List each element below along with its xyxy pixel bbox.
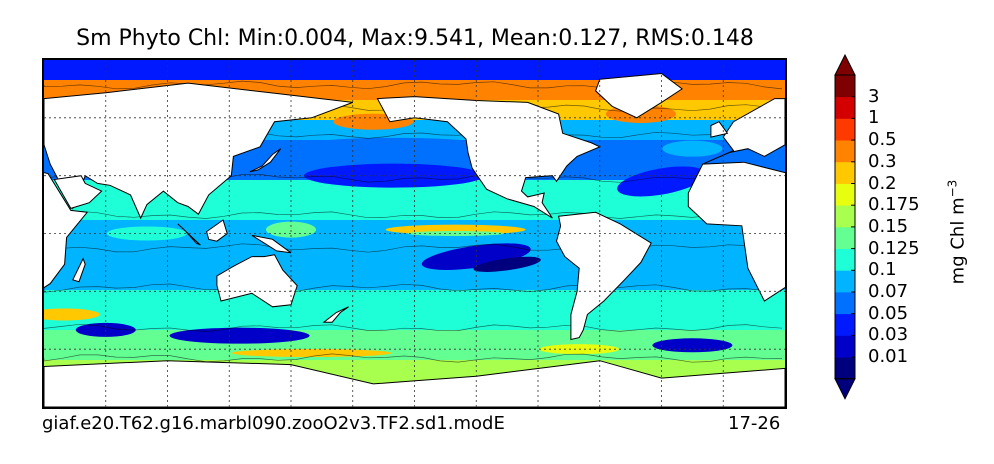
colorbar-under-arrow	[834, 378, 856, 400]
chlorophyll-patch	[106, 226, 187, 241]
australia-landmass	[216, 254, 298, 308]
contour-line	[44, 210, 783, 219]
greenland-landmass	[595, 72, 683, 119]
chart-title: Sm Phyto Chl: Min:0.004, Max:9.541, Mean…	[76, 26, 754, 51]
new-zealand-landmass	[322, 306, 349, 323]
colorbar-swatch	[835, 183, 855, 206]
colorbar-swatch	[835, 292, 855, 315]
colorbar-swatch	[835, 248, 855, 271]
madagascar-landmass	[72, 257, 86, 283]
chlorophyll-patch	[662, 140, 723, 157]
colorbar-swatch	[835, 118, 855, 141]
arabia-landmass	[53, 175, 103, 209]
sumatra-landmass	[177, 223, 201, 246]
colorbar-swatch	[835, 96, 855, 119]
borneo-landmass	[206, 219, 228, 242]
colorbar-tick-label: 0.05	[868, 302, 909, 324]
colorbar-units-label: mg Chl m−3	[945, 179, 969, 285]
chlorophyll-patch	[75, 322, 136, 337]
colorbar-tick-label: 1	[868, 107, 880, 129]
japan-landmass	[249, 148, 282, 173]
contour-line	[44, 283, 783, 293]
colorbar-tick-label: 0.03	[868, 324, 909, 346]
colorbar-swatch	[835, 205, 855, 228]
colorbar-swatch	[835, 357, 855, 380]
chlorophyll-patch	[266, 221, 316, 238]
chlorophyll-patch	[303, 137, 484, 152]
colorbar-tick-label: 0.5	[868, 129, 897, 151]
contour-line	[44, 353, 783, 363]
colorbar-tick-label: 3	[868, 85, 880, 107]
colorbar-swatch	[835, 270, 855, 293]
colorbar-swatch	[835, 75, 855, 98]
colorbar-tick-label: 0.3	[868, 150, 897, 172]
map-gridlines	[44, 60, 785, 407]
north-america-landmass	[376, 96, 602, 219]
colorbar-tick-label: 0.2	[868, 172, 897, 194]
colorbar-tick-label: 0.1	[868, 259, 897, 281]
colorbar-swatch	[835, 335, 855, 358]
chlorophyll-map	[44, 60, 785, 407]
chlorophyll-patch	[231, 349, 392, 358]
colorbar-tick-label: 0.125	[868, 237, 920, 259]
colorbar-tick-label: 0.07	[868, 281, 909, 302]
colorbar-swatch	[835, 313, 855, 336]
case-name-label: giaf.e20.T62.g16.marbl090.zooO2v3.TF2.sd…	[42, 413, 505, 434]
land-masses	[44, 72, 785, 407]
colorbar-tick-label: 0.175	[868, 194, 920, 216]
chlorophyll-patch	[44, 308, 100, 321]
europe-landmass	[702, 98, 785, 165]
contour-line	[44, 243, 783, 253]
chlorophyll-patch	[652, 338, 733, 353]
chlorophyll-patch	[473, 256, 541, 272]
africa-landmass	[687, 161, 785, 302]
contour-line	[44, 323, 783, 332]
colorbar-swatch	[835, 140, 855, 163]
map-panel	[42, 58, 787, 409]
colorbar-tick-label: 0.01	[868, 346, 909, 368]
period-label: 17-26	[728, 413, 781, 434]
africa-landmass	[44, 172, 89, 289]
uk-landmass	[710, 121, 729, 138]
new-guinea-landmass	[251, 234, 292, 254]
colorbar-swatch	[835, 226, 855, 249]
chlorophyll-patch	[303, 163, 484, 188]
colorbar-over-arrow	[834, 53, 856, 76]
colorbar	[834, 53, 856, 400]
colorbar-tick-label: 0.15	[868, 215, 909, 237]
south-america-landmass	[555, 211, 652, 341]
colorbar-swatch	[835, 161, 855, 184]
